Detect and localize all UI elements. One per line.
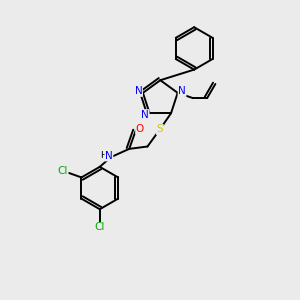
- Text: H: H: [100, 152, 107, 160]
- Text: N: N: [135, 86, 142, 96]
- Text: Cl: Cl: [57, 166, 68, 176]
- Text: N: N: [178, 86, 186, 96]
- Text: S: S: [157, 124, 163, 134]
- Text: O: O: [136, 124, 144, 134]
- Text: N: N: [105, 151, 113, 161]
- Text: Cl: Cl: [94, 223, 105, 232]
- Text: N: N: [141, 110, 149, 120]
